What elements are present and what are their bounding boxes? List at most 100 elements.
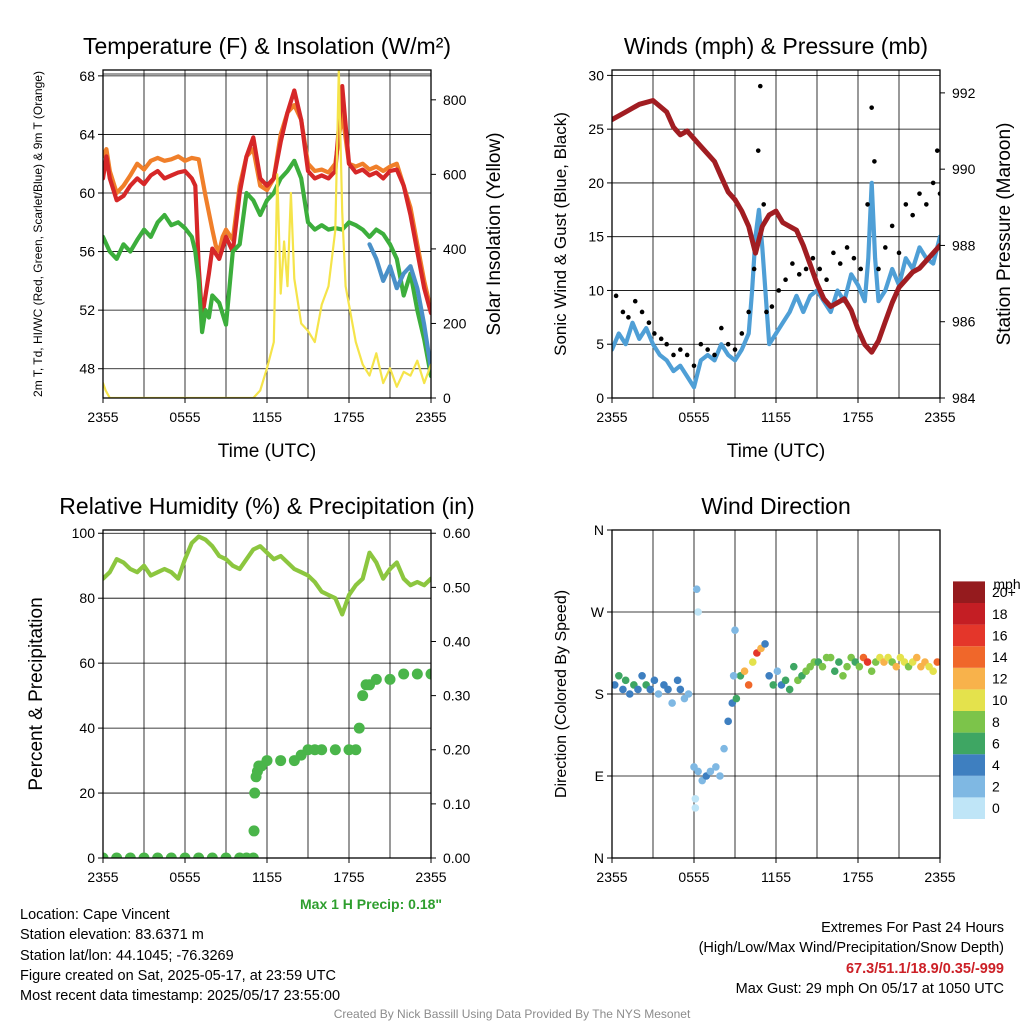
direction-point — [716, 772, 724, 780]
data-point-precip — [249, 787, 261, 799]
direction-point — [706, 767, 715, 776]
y2-tick-label: 200 — [443, 315, 467, 331]
data-point-gust — [869, 105, 874, 110]
x-tick-label: 0555 — [678, 869, 709, 885]
y-tick-label: S — [595, 686, 604, 702]
y-tick-label: 60 — [79, 185, 95, 201]
data-point-precip — [425, 668, 431, 680]
data-point-gust — [803, 266, 809, 272]
plot-area-0 — [103, 70, 431, 398]
data-point-gust — [698, 341, 704, 347]
series-line-temp — [103, 83, 431, 320]
data-point-gust — [924, 202, 929, 207]
y-axis-label: 2m T, Td, HI/WC (Red, Green, Scarlet/Blu… — [31, 71, 45, 397]
direction-point — [720, 744, 728, 753]
direction-point — [694, 767, 702, 776]
y2-tick-label: 990 — [952, 161, 976, 177]
y-axis-label: Direction (Colored By Speed) — [553, 590, 570, 798]
direction-point — [694, 608, 702, 616]
x-tick-label: 2355 — [87, 869, 118, 885]
recent-data-text: Most recent data timestamp: 2025/05/17 2… — [20, 988, 341, 1005]
x-tick-label: 1755 — [842, 409, 873, 425]
data-point-gust — [684, 352, 690, 358]
direction-point — [712, 763, 720, 771]
colorbar-label: 14 — [992, 649, 1008, 665]
direction-point — [863, 658, 872, 666]
y-tick-label: 25 — [588, 121, 604, 137]
direction-point — [612, 681, 619, 689]
colorbar-swatch — [953, 667, 985, 690]
data-point-gust — [903, 202, 909, 207]
data-point-gust — [620, 309, 626, 315]
data-point-gust — [705, 347, 710, 352]
data-point-gust — [746, 309, 751, 315]
data-point-gust — [632, 298, 638, 304]
direction-point — [781, 676, 790, 685]
direction-point — [668, 699, 676, 707]
extremes-values: 67.3/51.1/18.9/0.35/-999 — [845, 960, 1004, 977]
data-point-gust — [671, 352, 676, 358]
data-point-gust — [732, 347, 738, 352]
y2-tick-label: 992 — [952, 85, 976, 101]
y-tick-label: 10 — [588, 282, 604, 298]
data-point-gust — [755, 148, 761, 153]
data-point-precip — [220, 852, 232, 858]
chart-title: Temperature (F) & Insolation (W/m²) — [83, 33, 451, 59]
direction-point — [744, 681, 753, 689]
data-point-precip — [261, 755, 273, 767]
direction-point — [615, 671, 623, 680]
y2-tick-label: 0.10 — [443, 796, 470, 812]
direction-point — [740, 667, 749, 676]
colorbar-label: 0 — [992, 800, 1000, 816]
x-tick-label: 2355 — [87, 409, 118, 425]
x-tick-label: 2355 — [924, 409, 955, 425]
elevation-text: Station elevation: 83.6371 m — [20, 927, 204, 944]
plot-area-1 — [612, 83, 940, 390]
direction-point — [724, 717, 732, 726]
y2-tick-label: 600 — [443, 166, 467, 182]
data-point-precip — [124, 852, 136, 858]
data-point-gust — [837, 261, 843, 266]
colorbar-swatch — [953, 581, 985, 603]
direction-point — [912, 653, 921, 662]
x-axis-label: Time (UTC) — [218, 441, 317, 462]
data-point-gust — [790, 261, 795, 266]
data-point-gust — [658, 336, 664, 342]
colorbar-swatch — [953, 689, 985, 711]
colorbar-swatch — [953, 624, 985, 647]
direction-point — [826, 653, 835, 662]
data-point-gust — [725, 341, 731, 347]
y-axis-label: Percent & Precipitation — [26, 597, 47, 790]
data-point-gust — [719, 325, 724, 331]
y2-tick-label: 0 — [443, 390, 451, 406]
direction-point — [646, 685, 655, 694]
panel-2: 0 20 40 60 80 100 2355 0555 1155 1755 2355 0.00 0.10… — [26, 493, 475, 885]
y2-tick-label: 400 — [443, 241, 467, 257]
data-point-gust — [844, 245, 850, 250]
location-text: Location: Cape Vincent — [20, 907, 170, 923]
y2-axis-label: Station Pressure (Maroon) — [994, 123, 1015, 346]
data-point-gust — [626, 315, 631, 320]
credit-line: Created By Nick Bassill Using Data Provi… — [333, 1007, 691, 1021]
data-point-gust — [796, 272, 802, 277]
y-tick-label: 56 — [79, 244, 95, 260]
data-point-precip — [350, 744, 362, 756]
y-tick-label: 60 — [79, 655, 95, 671]
colorbar-swatch — [953, 603, 985, 625]
colorbar-swatch — [953, 775, 985, 798]
data-point-precip — [206, 852, 218, 858]
y-tick-label: 20 — [588, 175, 604, 191]
data-point-gust — [851, 255, 857, 261]
direction-point — [619, 685, 627, 694]
direction-point — [867, 667, 876, 676]
direction-point — [818, 662, 827, 671]
data-point-precip — [329, 744, 341, 756]
y2-tick-label: 986 — [952, 314, 976, 330]
data-point-gust — [917, 191, 922, 196]
data-point-gust — [872, 159, 877, 164]
data-point-gust — [764, 309, 769, 315]
direction-point — [676, 685, 685, 694]
y-tick-label: 20 — [79, 785, 95, 801]
data-point-gust — [858, 266, 864, 272]
colorbar-label: 16 — [992, 627, 1008, 643]
